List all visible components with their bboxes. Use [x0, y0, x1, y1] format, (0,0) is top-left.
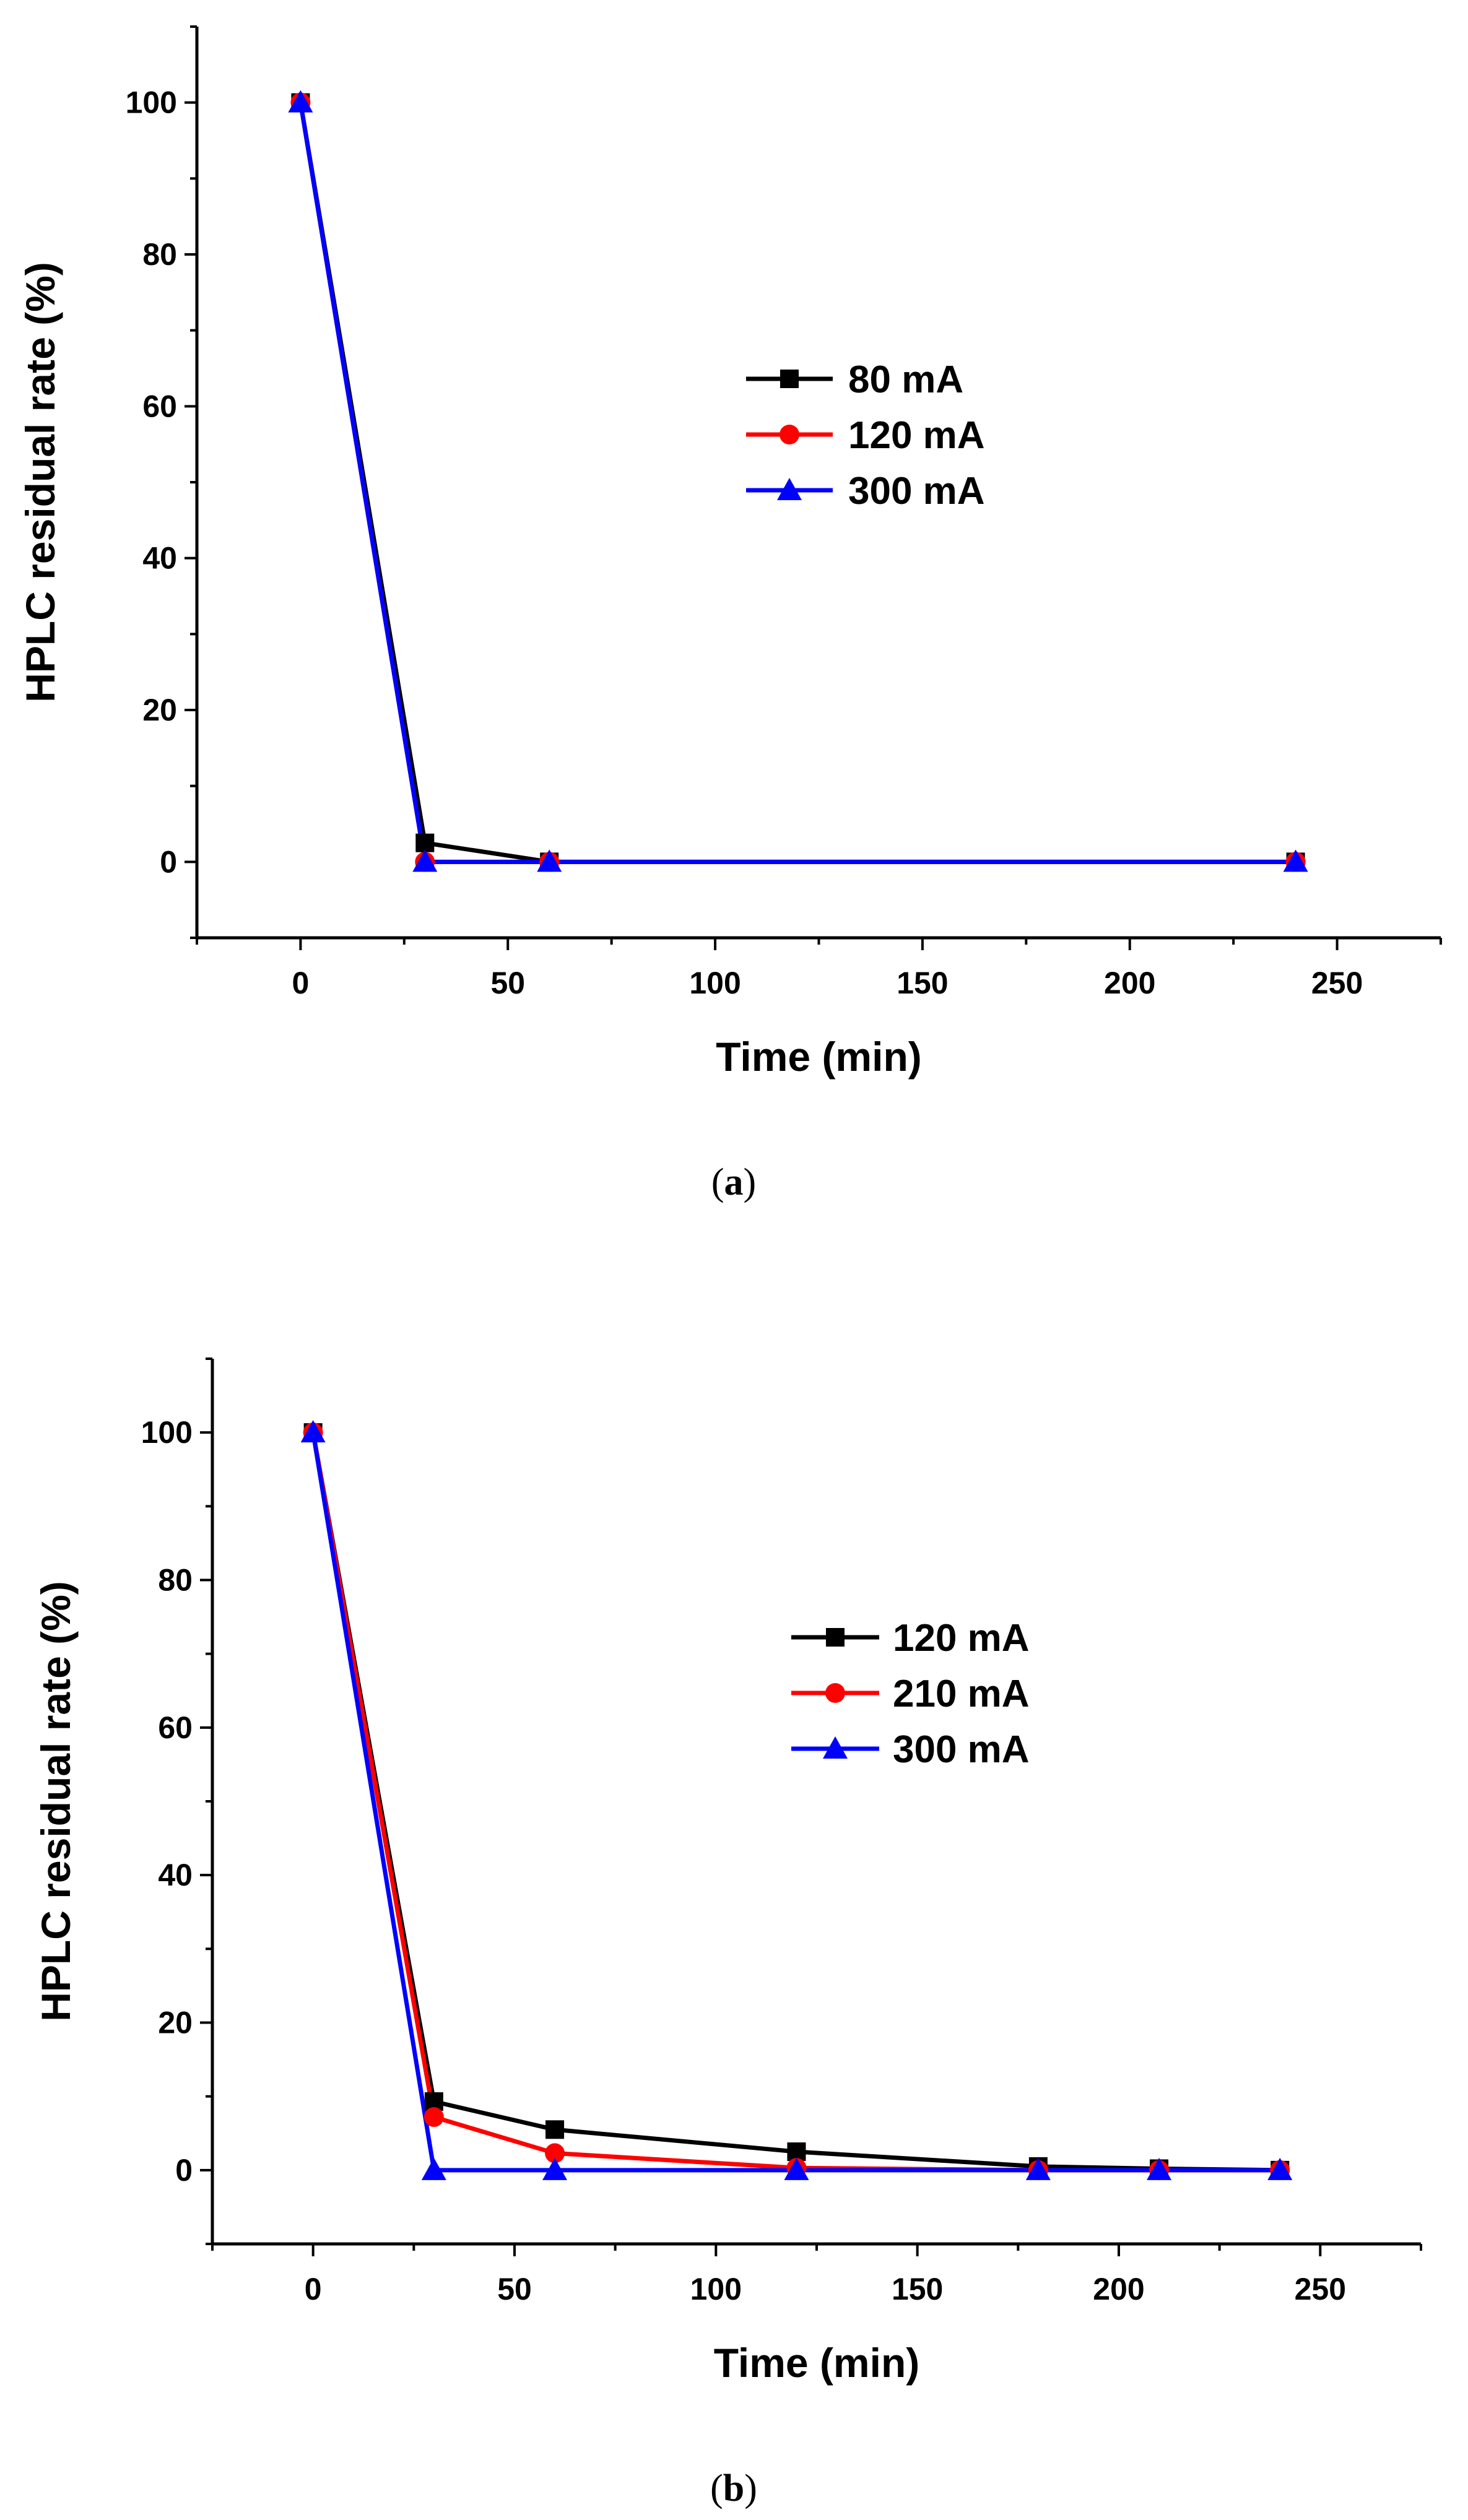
caption-close: )	[744, 2467, 757, 2509]
data-point-300-ma	[1025, 2157, 1051, 2180]
x-tick-label: 50	[497, 2272, 532, 2306]
x-tick-label: 0	[292, 966, 310, 1000]
y-axis-title: HPLC residual rate (%)	[17, 262, 63, 703]
x-tick-label: 150	[892, 2272, 943, 2306]
x-tick-label: 200	[1093, 2272, 1144, 2306]
data-point-300-ma	[542, 2157, 568, 2180]
data-point-300-ma	[1267, 2157, 1293, 2180]
chart-panel-a: 0 20 40 60 80 100 0 50 100 150 200 250 Time (min) HPL…	[17, 25, 1442, 1203]
x-tick-label: 250	[1295, 2272, 1346, 2306]
data-point-120-ma	[545, 2120, 565, 2139]
x-tick-label: 250	[1311, 966, 1363, 1000]
y-tick-label: 0	[175, 2153, 193, 2188]
panel-caption: (b)	[710, 2467, 757, 2509]
series-line-300-ma	[298, 102, 1296, 864]
data-point-300-ma	[412, 849, 438, 872]
y-tick-label: 40	[158, 1858, 193, 1892]
y-tick-label: 0	[160, 844, 177, 879]
x-tick-label: 100	[690, 2272, 742, 2306]
legend-marker-80-ma	[780, 370, 799, 388]
caption-open: (	[711, 1161, 724, 1203]
legend-marker-300-ma	[777, 478, 802, 500]
series-line-210-ma	[311, 1432, 1280, 2173]
data-point-210-ma	[423, 2107, 444, 2128]
legend-marker-210-ma	[825, 1683, 845, 1703]
x-axis-title: Time (min)	[714, 2340, 919, 2386]
x-tick-label: 100	[689, 966, 741, 1000]
legend-label-80-ma: 80 mA	[848, 358, 963, 401]
x-axis-title: Time (min)	[716, 1034, 921, 1080]
data-point-300-ma	[421, 2157, 446, 2180]
data-point-300-ma	[1283, 849, 1308, 872]
y-axis-title: HPLC residual rate (%)	[33, 1581, 79, 2022]
data-point-300-ma	[1147, 2157, 1172, 2180]
y-tick-label: 80	[158, 1563, 193, 1598]
caption-letter: a	[724, 1161, 744, 1203]
series-line-80-ma	[298, 102, 1296, 864]
series-line-120-ma	[298, 102, 1296, 864]
series-line-300-ma	[311, 1432, 1280, 2173]
y-tick-label: 20	[158, 2006, 193, 2040]
caption-open: (	[710, 2467, 723, 2509]
data-point-300-ma	[784, 2157, 809, 2180]
caption-close: )	[744, 1161, 757, 1203]
legend-label-300-ma: 300 mA	[893, 1728, 1030, 1771]
legend-marker-120-ma	[780, 425, 799, 444]
chart-panel-b: 0 20 40 60 80 100 0 50 100 150 200 250 Time (min) HPL…	[33, 1357, 1422, 2509]
series-line-120-ma	[311, 1432, 1280, 2173]
x-tick-label: 150	[897, 966, 948, 1000]
legend-label-120-ma: 120 mA	[848, 414, 985, 457]
y-tick-label: 60	[158, 1710, 193, 1745]
y-tick-label: 20	[142, 693, 177, 727]
y-tick-label: 100	[126, 85, 177, 120]
data-point-300-ma	[537, 849, 562, 872]
x-tick-label: 50	[490, 966, 525, 1000]
data-point-210-ma	[545, 2143, 565, 2163]
y-tick-label: 80	[142, 237, 177, 272]
panel-caption: (a)	[711, 1161, 756, 1203]
legend-label-120-ma: 120 mA	[893, 1617, 1030, 1660]
legend-marker-120-ma	[826, 1628, 845, 1647]
x-tick-label: 0	[305, 2272, 322, 2306]
data-point-300-ma	[300, 1420, 326, 1443]
legend-label-210-ma: 210 mA	[893, 1673, 1030, 1715]
y-tick-label: 40	[142, 541, 177, 576]
x-tick-label: 200	[1104, 966, 1155, 1000]
legend-marker-300-ma	[823, 1736, 848, 1759]
caption-letter: b	[723, 2467, 744, 2509]
legend-label-300-ma: 300 mA	[848, 470, 985, 513]
y-tick-label: 100	[141, 1415, 193, 1450]
data-point-300-ma	[288, 90, 313, 113]
data-point-80-ma	[415, 833, 435, 852]
y-tick-label: 60	[142, 389, 177, 423]
